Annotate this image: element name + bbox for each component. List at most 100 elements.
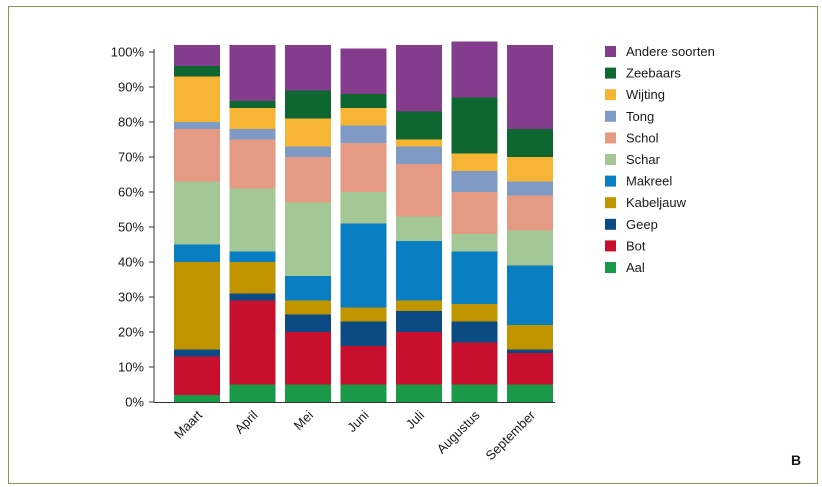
bar-segment-wijting [285, 118, 331, 147]
bar-segment-tong [285, 146, 331, 157]
bar-segment-wijting [174, 76, 220, 122]
bar-segment-geep [340, 321, 387, 346]
bar-segment-bot [451, 342, 498, 385]
bar-segment-geep [174, 349, 220, 357]
x-tick-label: Juli [403, 407, 427, 431]
bar-segment-schar [340, 192, 387, 224]
legend-swatch [605, 110, 616, 122]
bar-segment-zeebaars [174, 66, 220, 77]
bar-segment-andere-soorten [451, 41, 498, 98]
x-tick-label: Mei [291, 407, 316, 432]
legend-label: Aal [626, 260, 645, 275]
bar-segment-wijting [396, 139, 442, 147]
bar-segment-geep [229, 293, 276, 301]
bar-segment-aal [285, 384, 331, 402]
legend-label: Schar [626, 152, 661, 167]
legend-label: Kabeljauw [626, 195, 687, 210]
x-tick-label: September [483, 407, 539, 463]
bar-segment-schol [285, 157, 331, 203]
x-tick-label: Maart [171, 407, 205, 441]
bar-segment-aal [451, 384, 498, 402]
y-tick-label: 20% [118, 325, 144, 340]
bars [174, 41, 553, 402]
y-tick-label: 0% [125, 395, 144, 410]
bar-segment-schol [229, 139, 276, 189]
y-axis: 0% 10% 20% 30% 40% 50% 60% 70% 80% 90% 100% [111, 45, 155, 410]
bar-segment-andere-soorten [340, 48, 387, 94]
bar-segment-zeebaars [340, 94, 387, 108]
bar-segment-geep [285, 314, 331, 332]
legend-swatch [605, 218, 616, 230]
bar-segment-bot [229, 300, 276, 385]
bar-segment-tong [451, 171, 498, 192]
bar-segment-aal [340, 384, 387, 402]
bar-segment-geep [396, 311, 442, 332]
legend-label: Schol [626, 130, 659, 145]
bar-segment-bot [285, 332, 331, 385]
x-tick-label: Augustus [434, 407, 483, 456]
panel-letter: B [791, 452, 801, 468]
legend-swatch [605, 175, 616, 187]
bar-segment-schar [174, 181, 220, 245]
y-tick-label: 80% [118, 115, 144, 130]
bar-segment-kabeljauw [285, 300, 331, 315]
bar-segment-schol [451, 192, 498, 234]
bar-segment-zeebaars [451, 97, 498, 154]
bar-segment-tong [174, 122, 220, 129]
legend-label: Makreel [626, 174, 672, 189]
bar-segment-kabeljauw [174, 262, 220, 350]
bar-segment-zeebaars [285, 90, 331, 119]
bar-segment-schar [507, 230, 553, 266]
legend-swatch [605, 197, 616, 209]
bar-segment-zeebaars [396, 111, 442, 140]
bar-segment-makreel [396, 241, 442, 301]
bar-segment-kabeljauw [507, 325, 553, 350]
legend-label: Bot [626, 238, 646, 253]
y-tick-label: 10% [118, 360, 144, 375]
legend-swatch [605, 132, 616, 144]
bar-segment-andere-soorten [285, 45, 331, 91]
bar-segment-bot [396, 332, 442, 385]
bar-segment-bot [340, 346, 387, 385]
bar-segment-aal [174, 395, 220, 402]
chart-frame [8, 6, 818, 484]
y-tick-label: 90% [118, 80, 144, 95]
y-tick-label: 70% [118, 150, 144, 165]
bar-segment-bot [507, 353, 553, 385]
bar-segment-schol [507, 195, 553, 231]
bar-segment-makreel [507, 265, 553, 325]
y-tick-label: 50% [118, 220, 144, 235]
bar-segment-aal [507, 384, 553, 402]
bar-segment-schar [451, 234, 498, 252]
bar-segment-makreel [340, 223, 387, 308]
legend-swatch [605, 67, 616, 79]
bar-segment-andere-soorten [174, 45, 220, 66]
legend: Andere soorten Zeebaars Wijting Tong Schol Sc… [605, 44, 715, 275]
bar-segment-zeebaars [229, 101, 276, 108]
x-tick-label: Juni [344, 407, 372, 435]
bar-segment-schar [229, 188, 276, 252]
bar-segment-geep [451, 321, 498, 343]
bar-segment-makreel [451, 251, 498, 304]
bar-segment-bot [174, 356, 220, 395]
bar-segment-andere-soorten [507, 45, 553, 129]
legend-swatch [605, 240, 616, 252]
bar-segment-makreel [229, 251, 276, 262]
bar-segment-schol [340, 143, 387, 192]
x-axis: Maart April Mei Juni Juli Augustus September [154, 402, 555, 463]
bar-segment-kabeljauw [229, 262, 276, 294]
bar-segment-aal [229, 384, 276, 402]
bar-segment-schol [396, 164, 442, 217]
legend-swatch [605, 262, 616, 273]
bar-segment-zeebaars [507, 129, 553, 157]
y-tick-label: 30% [118, 290, 144, 305]
bar-segment-tong [507, 181, 553, 196]
bar-segment-aal [396, 384, 442, 402]
bar-segment-geep [507, 349, 553, 353]
y-tick-label: 60% [118, 185, 144, 200]
bar-segment-wijting [451, 153, 498, 171]
legend-label: Zeebaars [626, 66, 681, 81]
bar-segment-andere-soorten [229, 45, 276, 101]
bar-segment-wijting [340, 108, 387, 126]
